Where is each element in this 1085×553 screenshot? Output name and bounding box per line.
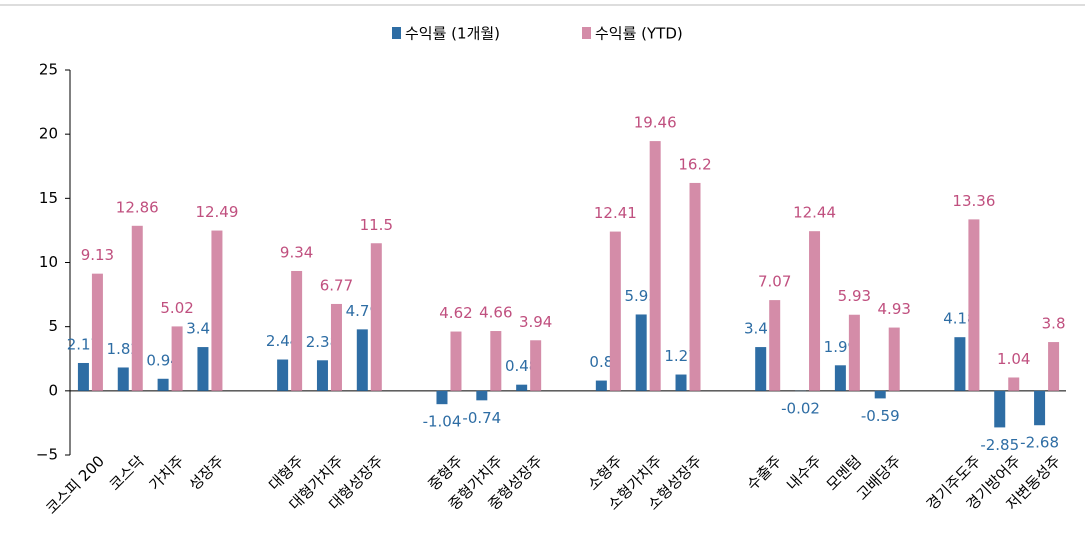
data-label: -2.68 (1020, 434, 1059, 452)
bar (596, 381, 607, 391)
data-label: 4.93 (878, 300, 911, 318)
data-label: -0.74 (462, 409, 501, 427)
bar (450, 332, 461, 391)
x-tick-label: 고배당주 (853, 452, 905, 504)
bar (809, 231, 820, 391)
legend-label: 수익률 (1개월) (405, 25, 500, 43)
data-label: 0.8 (589, 353, 613, 371)
data-label: 16.2 (678, 155, 711, 173)
bar (610, 232, 621, 391)
bar (357, 329, 368, 390)
x-tick-label: 성장주 (185, 452, 227, 494)
data-label: 4.62 (439, 304, 472, 322)
bar (331, 304, 342, 391)
data-label: 3.8 (1042, 315, 1066, 333)
data-label: 5.02 (160, 299, 193, 317)
data-label: 12.86 (116, 198, 159, 216)
data-label: -1.04 (423, 413, 462, 431)
bar (968, 219, 979, 390)
data-label: 12.44 (793, 204, 836, 222)
bar (490, 331, 501, 391)
x-tick-label: 코스닥 (106, 452, 148, 494)
bar (849, 315, 860, 391)
bar (755, 347, 766, 391)
bar (875, 391, 886, 399)
bar (197, 347, 208, 391)
y-tick-label: 10 (39, 253, 58, 271)
data-label: 6.77 (320, 276, 353, 294)
bar (476, 391, 487, 400)
bar (371, 243, 382, 391)
bar (516, 385, 527, 391)
data-label: 11.5 (360, 216, 393, 234)
data-label: 3.94 (519, 313, 552, 331)
y-tick-label: 25 (39, 61, 58, 79)
bar (132, 226, 143, 391)
bar (78, 363, 89, 391)
bar (690, 183, 701, 391)
y-tick-label: 15 (39, 189, 58, 207)
bar (277, 360, 288, 391)
data-label: 9.34 (280, 243, 313, 261)
data-label: -2.85 (980, 436, 1019, 454)
bar (1034, 391, 1045, 425)
bar (650, 141, 661, 391)
bar (291, 271, 302, 391)
bar (1008, 377, 1019, 390)
bar (769, 300, 780, 391)
legend-swatch (392, 27, 401, 39)
bar (172, 326, 183, 390)
data-label: 5.93 (838, 287, 871, 305)
bar (118, 367, 129, 390)
y-tick-label: 20 (39, 125, 58, 143)
bar (211, 231, 222, 391)
data-label: 1.04 (997, 350, 1030, 368)
legend-swatch (582, 27, 591, 39)
data-label: 12.41 (594, 204, 637, 222)
bar (636, 314, 647, 390)
bar (889, 328, 900, 391)
bar (1048, 342, 1059, 391)
x-tick-label: 가치주 (146, 452, 188, 494)
bar (92, 274, 103, 391)
x-tick-label: 내수주 (783, 452, 825, 494)
bar (676, 375, 687, 391)
bar (835, 365, 846, 391)
y-tick-label: 0 (48, 381, 58, 399)
bar (994, 391, 1005, 428)
legend-label: 수익률 (YTD) (595, 25, 683, 43)
data-label: 12.49 (195, 203, 238, 221)
bar (158, 379, 169, 391)
data-label: 13.36 (952, 192, 995, 210)
data-label: 4.66 (479, 304, 512, 322)
x-tick-label: 수출주 (743, 452, 785, 494)
data-label: 9.13 (81, 246, 114, 264)
data-label: -0.59 (861, 407, 900, 425)
y-tick-label: 5 (48, 317, 58, 335)
data-label: 7.07 (758, 273, 791, 291)
bar (436, 391, 447, 404)
bar (530, 340, 541, 391)
bar (317, 360, 328, 391)
data-label: 19.46 (634, 114, 677, 132)
data-label: -0.02 (781, 400, 820, 418)
bar (954, 337, 965, 391)
y-tick-label: −5 (36, 446, 58, 464)
